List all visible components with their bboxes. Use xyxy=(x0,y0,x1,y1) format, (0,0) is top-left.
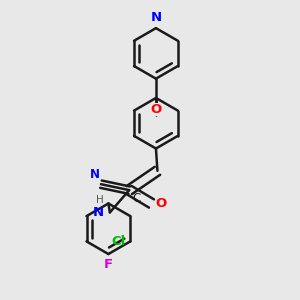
Text: N: N xyxy=(150,11,161,24)
Text: H: H xyxy=(96,195,103,205)
Text: Cl: Cl xyxy=(112,235,126,248)
Text: N: N xyxy=(93,206,104,219)
Text: N: N xyxy=(89,168,100,181)
Text: O: O xyxy=(155,197,166,210)
Text: F: F xyxy=(104,259,113,272)
Text: O: O xyxy=(150,103,162,116)
Text: C: C xyxy=(132,192,140,205)
